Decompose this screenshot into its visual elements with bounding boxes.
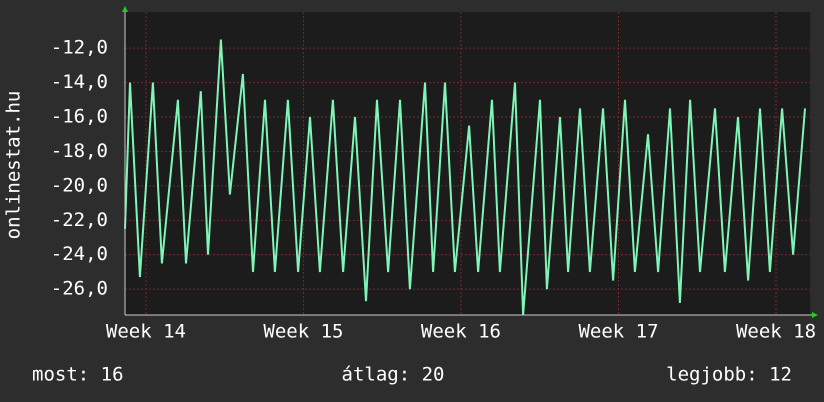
footer-text: legjobb: 12 <box>666 364 792 386</box>
x-tick-label: Week 18 <box>736 321 816 343</box>
plot-area <box>125 12 810 315</box>
plot <box>124 39 806 316</box>
x-tick-label: Week 15 <box>263 321 343 343</box>
footer-text: átlag: 20 <box>342 364 445 386</box>
x-tick-label: Week 17 <box>578 321 658 343</box>
x-tick-label: Week 16 <box>421 321 501 343</box>
footer-text: most: 16 <box>32 364 124 386</box>
y-tick-label: -22,0 <box>51 209 108 231</box>
grid <box>125 12 810 315</box>
axis-arrow <box>122 6 128 12</box>
y-tick-label: -18,0 <box>51 140 108 162</box>
y-tick-label: -16,0 <box>51 106 108 128</box>
data-line <box>124 39 806 316</box>
y-tick-label: -12,0 <box>51 37 108 59</box>
y-tick-label: -20,0 <box>51 174 108 196</box>
y-tick-label: -26,0 <box>51 278 108 300</box>
y-tick-label: -24,0 <box>51 243 108 265</box>
y-axis-label: onlinestat.hu <box>3 91 25 240</box>
y-tick-label: -14,0 <box>51 71 108 93</box>
x-tick-label: Week 14 <box>106 321 186 343</box>
axis-arrow <box>812 312 818 318</box>
